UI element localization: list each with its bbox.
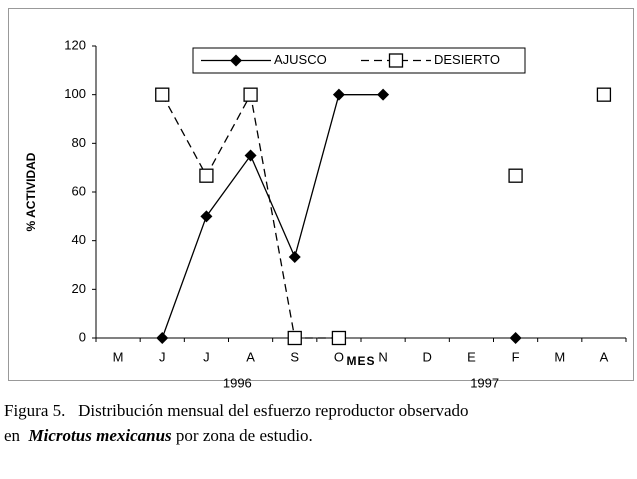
x-tick-label: F (512, 349, 520, 364)
x-tick-label: S (290, 349, 299, 364)
x-tick-label: A (246, 349, 255, 364)
x-tick-label: M (113, 349, 124, 364)
x-tick-label: J (203, 349, 210, 364)
data-point (508, 168, 523, 183)
data-point (288, 250, 301, 263)
x-tick-label: M (554, 349, 565, 364)
data-point (156, 332, 169, 344)
data-point (200, 210, 213, 223)
data-point (331, 330, 347, 346)
data-point (332, 88, 345, 101)
x-tick-label: J (159, 349, 166, 364)
x-tick-label: E (467, 349, 476, 364)
series-line (161, 92, 339, 339)
x-tick-label: O (334, 349, 344, 364)
data-point (244, 149, 257, 162)
caption: Figura 5. Distribución mensual del esfue… (4, 398, 637, 448)
x-axis-label: MES (346, 354, 375, 368)
y-tick-label: 60 (72, 183, 86, 198)
data-point (230, 54, 242, 67)
y-tick-label: 100 (64, 86, 86, 101)
data-point (596, 87, 612, 102)
data-point (388, 53, 404, 68)
caption-text: por zona de estudio. (175, 426, 313, 445)
series-line (161, 94, 384, 339)
y-tick-label: 20 (72, 281, 86, 296)
data-point (377, 88, 390, 101)
x-tick-label: D (423, 349, 432, 364)
data-point (199, 168, 214, 183)
legend-label: DESIERTO (434, 52, 500, 67)
data-point (155, 87, 170, 102)
caption-text: en (4, 426, 21, 445)
y-axis-label: % ACTIVIDAD (24, 152, 38, 231)
y-tick-label: 40 (72, 232, 86, 247)
x-tick-label: A (600, 349, 609, 364)
data-point (243, 87, 258, 102)
x-tick-label: N (378, 349, 387, 364)
chart-frame (8, 8, 634, 381)
data-point (287, 330, 302, 346)
y-tick-label: 0 (79, 329, 86, 344)
y-tick-label: 120 (64, 37, 86, 52)
caption-line: Figura 5. Distribución mensual del esfue… (4, 401, 469, 420)
y-tick-label: 80 (72, 135, 86, 150)
caption-line: en Microtus mexicanus por zona de estudi… (4, 423, 637, 448)
annotation: 1996 (223, 375, 252, 390)
data-point (509, 332, 522, 344)
species: Microtus mexicanus (28, 426, 172, 445)
legend-label: AJUSCO (274, 52, 327, 67)
annotation: 1997 (470, 375, 499, 390)
